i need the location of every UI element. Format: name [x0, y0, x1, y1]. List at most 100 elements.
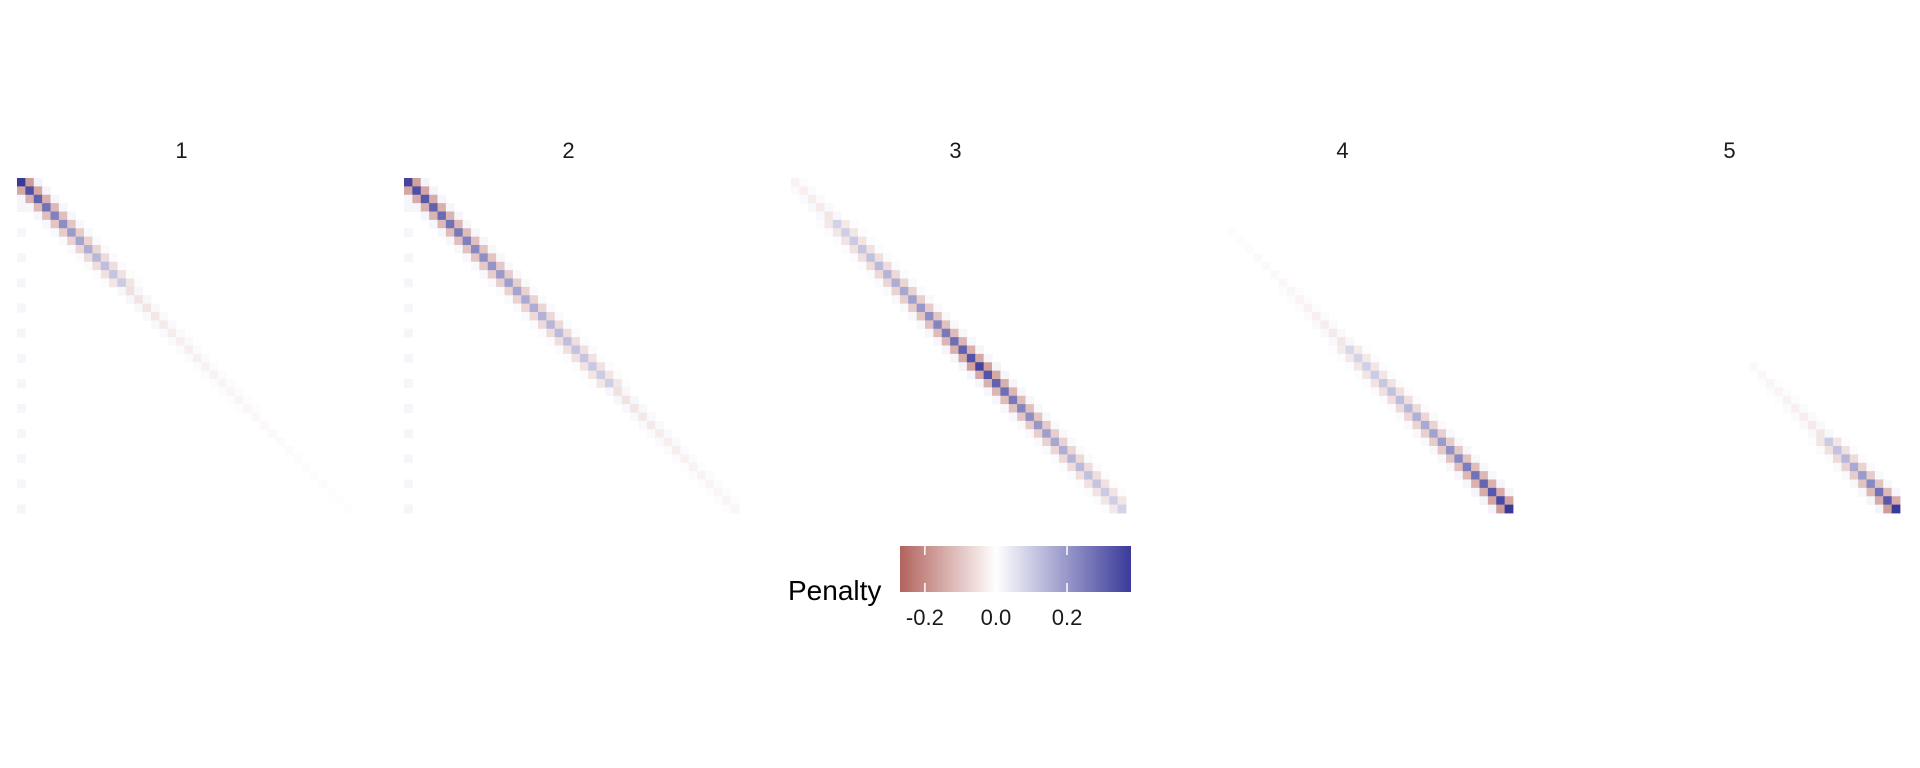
heatmap-cell	[1362, 345, 1372, 355]
heatmap-cell	[412, 186, 422, 196]
heatmap-cell	[1429, 420, 1439, 430]
heatmap-cell	[1050, 437, 1060, 447]
heatmap-cell	[621, 404, 631, 413]
heatmap-cell	[420, 211, 430, 221]
heatmap-cell	[1117, 487, 1127, 497]
legend-colorbar	[900, 546, 1131, 592]
heatmap-cell	[992, 387, 1001, 397]
heatmap-cell	[672, 437, 681, 447]
heatmap-cell	[1278, 286, 1288, 296]
heatmap-cell	[832, 211, 842, 221]
heatmap-cell	[92, 236, 102, 246]
heatmap-cell	[697, 462, 706, 472]
heatmap-cell	[975, 345, 985, 355]
heatmap-cell	[429, 219, 438, 229]
heatmap-cell	[1858, 479, 1867, 489]
heatmap-cell	[125, 278, 135, 288]
heatmap-cell	[521, 303, 531, 313]
heatmap-cell	[487, 245, 497, 254]
heatmap-cell	[983, 387, 993, 397]
heatmap-cell	[992, 370, 1001, 380]
heatmap-cell	[891, 270, 901, 279]
heatmap-cell	[1479, 479, 1489, 489]
heatmap-cell	[1042, 420, 1052, 430]
heatmap-cell	[1454, 446, 1464, 455]
heatmap-cell	[1816, 420, 1826, 430]
heatmap-cell	[832, 236, 842, 246]
heatmap-cell	[521, 278, 531, 288]
heatmap-cell	[268, 429, 278, 439]
heatmap-cell	[891, 286, 901, 296]
heatmap-cell	[1807, 412, 1817, 422]
heatmap-cell	[1404, 420, 1413, 430]
heatmap-cell	[1067, 437, 1077, 447]
legend-ticks: -0.2 0.0 0.2	[906, 546, 1082, 630]
heatmap-cell	[58, 236, 68, 246]
heatmap-cell	[1841, 446, 1851, 455]
heatmap-cell	[941, 345, 951, 355]
heatmap-cell	[874, 270, 884, 279]
heatmap-cell	[613, 379, 623, 388]
heatmap-cell	[100, 270, 110, 279]
heatmap-cell	[1236, 236, 1246, 246]
heatmap-cell	[858, 236, 867, 246]
heatmap-cell	[25, 203, 35, 212]
legend-tick-label: 0.0	[981, 605, 1012, 630]
heatmap-cell	[1337, 328, 1346, 338]
heatmap-cell	[487, 261, 497, 271]
heatmap-cell	[84, 261, 93, 271]
heatmap-cell	[807, 194, 817, 204]
heatmap-cell	[613, 370, 623, 380]
heatmap-cell	[251, 412, 261, 422]
heatmap-cell	[479, 236, 489, 246]
heatmap-cell	[1462, 462, 1472, 472]
heatmap-cell	[588, 379, 598, 388]
heatmap-cell	[1100, 471, 1110, 480]
heatmap-cell	[705, 487, 715, 497]
heatmap-cell	[445, 219, 455, 229]
heatmap-cell	[596, 370, 606, 380]
heatmap-cell	[479, 245, 489, 254]
heatmap-cell	[17, 303, 26, 313]
heatmap-cell	[916, 312, 926, 321]
heatmap-cell	[1420, 420, 1430, 430]
heatmap-cell	[496, 253, 505, 263]
heatmap-cell	[1286, 295, 1296, 305]
heatmap-cell	[588, 370, 598, 380]
heatmap-cell	[429, 211, 438, 221]
heatmap-cell	[445, 236, 455, 246]
heatmap-cell	[1807, 429, 1817, 439]
heatmap-cell	[1496, 479, 1506, 489]
heatmap-cell	[1883, 496, 1893, 506]
heatmap-cell	[1395, 395, 1405, 405]
heatmap-cell	[504, 261, 514, 271]
heatmap-cell	[1487, 504, 1497, 514]
heatmap-cell	[730, 504, 740, 514]
heatmap-cell	[858, 261, 867, 271]
heatmap-cell	[454, 236, 464, 246]
heatmap-cell	[571, 337, 581, 346]
heatmap-cell	[1874, 504, 1884, 514]
heatmap-cell	[638, 412, 648, 422]
heatmap-cell	[412, 203, 422, 212]
heatmap-cell	[916, 303, 926, 313]
facet-title: 2	[562, 138, 574, 163]
heatmap-cell	[1025, 404, 1035, 413]
heatmap-cell	[1420, 404, 1430, 413]
heatmap-cell	[33, 194, 43, 204]
heatmap-cell	[908, 278, 918, 288]
heatmap-cell	[117, 270, 127, 279]
heatmap-cell	[92, 253, 102, 263]
heatmap-cell	[17, 454, 26, 464]
heatmap-cell	[454, 211, 464, 221]
heatmap-cell	[1084, 454, 1093, 464]
heatmap-cell	[192, 362, 202, 372]
heatmap-cell	[1370, 362, 1380, 372]
heatmap-cell	[983, 379, 993, 388]
heatmap-cell	[613, 395, 623, 405]
heatmap-cell	[201, 362, 211, 372]
heatmap-cell	[404, 479, 413, 489]
heatmap-cell	[1429, 429, 1439, 439]
heatmap-cell	[471, 236, 480, 246]
heatmap-cell	[1075, 471, 1085, 480]
